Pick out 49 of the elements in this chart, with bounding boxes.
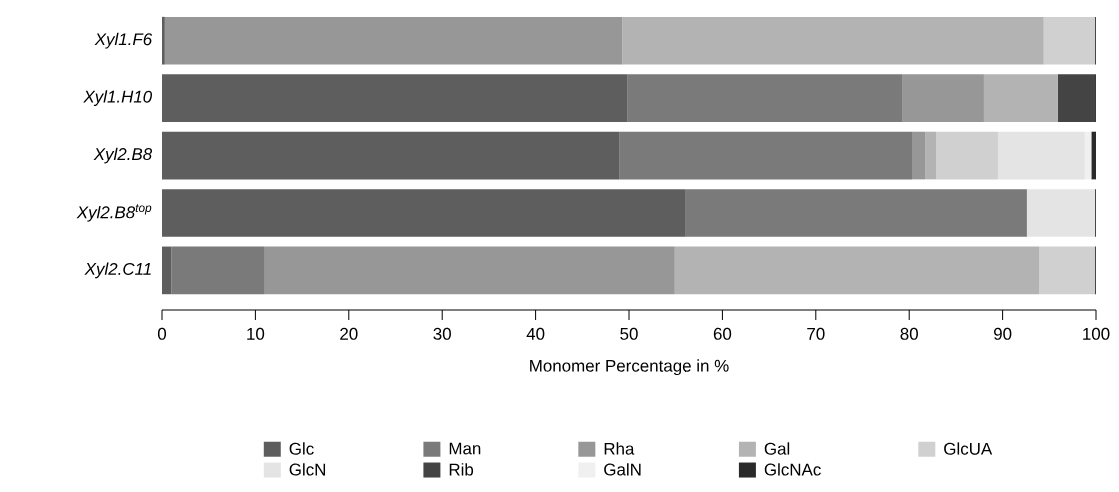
bar <box>1091 131 1097 180</box>
x-tick-label: 0 <box>157 327 167 340</box>
bar <box>674 246 1040 295</box>
x-tick-label: 30 <box>433 327 451 340</box>
x-tick-label: 40 <box>526 327 545 340</box>
y-tick-label: Xyl2.B8$^{top}$ <box>76 204 152 222</box>
bar <box>162 131 620 180</box>
bar <box>622 16 1044 65</box>
legend-label: Man <box>449 442 481 455</box>
legend-label: GlcN <box>289 463 326 476</box>
bar <box>902 74 984 122</box>
bar <box>171 246 265 295</box>
bar <box>1043 16 1096 65</box>
x-tick-label: 10 <box>247 327 265 340</box>
y-tick-label: Xyl2.B8 <box>93 147 153 164</box>
bar <box>1039 246 1096 295</box>
y-tick-label: Xyl1.H10 <box>83 90 153 107</box>
x-axis-title: Monomer Percentage in % <box>530 359 729 376</box>
y-tick-label: Xyl1.F6 <box>94 32 153 49</box>
bar <box>619 131 913 180</box>
bar <box>264 246 675 295</box>
bar <box>162 246 172 295</box>
x-tick-label: 60 <box>713 327 732 340</box>
bar <box>983 74 1058 122</box>
x-tick-label: 50 <box>620 327 638 340</box>
bar <box>162 189 686 237</box>
bar <box>912 131 926 180</box>
legend-label: Gal <box>764 442 790 455</box>
legend-label: Rha <box>604 442 635 455</box>
legend-label: Glc <box>289 442 314 455</box>
legend-label: GalN <box>604 463 641 476</box>
bar <box>936 131 998 180</box>
x-tick-label: 90 <box>993 327 1012 340</box>
bar <box>162 16 165 65</box>
x-tick-label: 20 <box>340 327 358 340</box>
x-tick-label: 80 <box>900 327 918 340</box>
bar <box>685 189 1027 237</box>
legend-label: GlcUA <box>944 442 993 455</box>
bar <box>627 74 903 122</box>
bar <box>1026 189 1096 237</box>
bar <box>1057 74 1096 122</box>
x-tick-label: 100 <box>1083 327 1110 340</box>
y-tick-label: Xyl2.C11 <box>84 262 151 279</box>
bar <box>162 74 628 122</box>
bar <box>925 131 937 180</box>
legend-label: Rib <box>449 463 474 476</box>
legend-label: GlcNAc <box>764 463 821 476</box>
x-tick-label: 70 <box>807 327 825 340</box>
bar <box>164 16 623 65</box>
